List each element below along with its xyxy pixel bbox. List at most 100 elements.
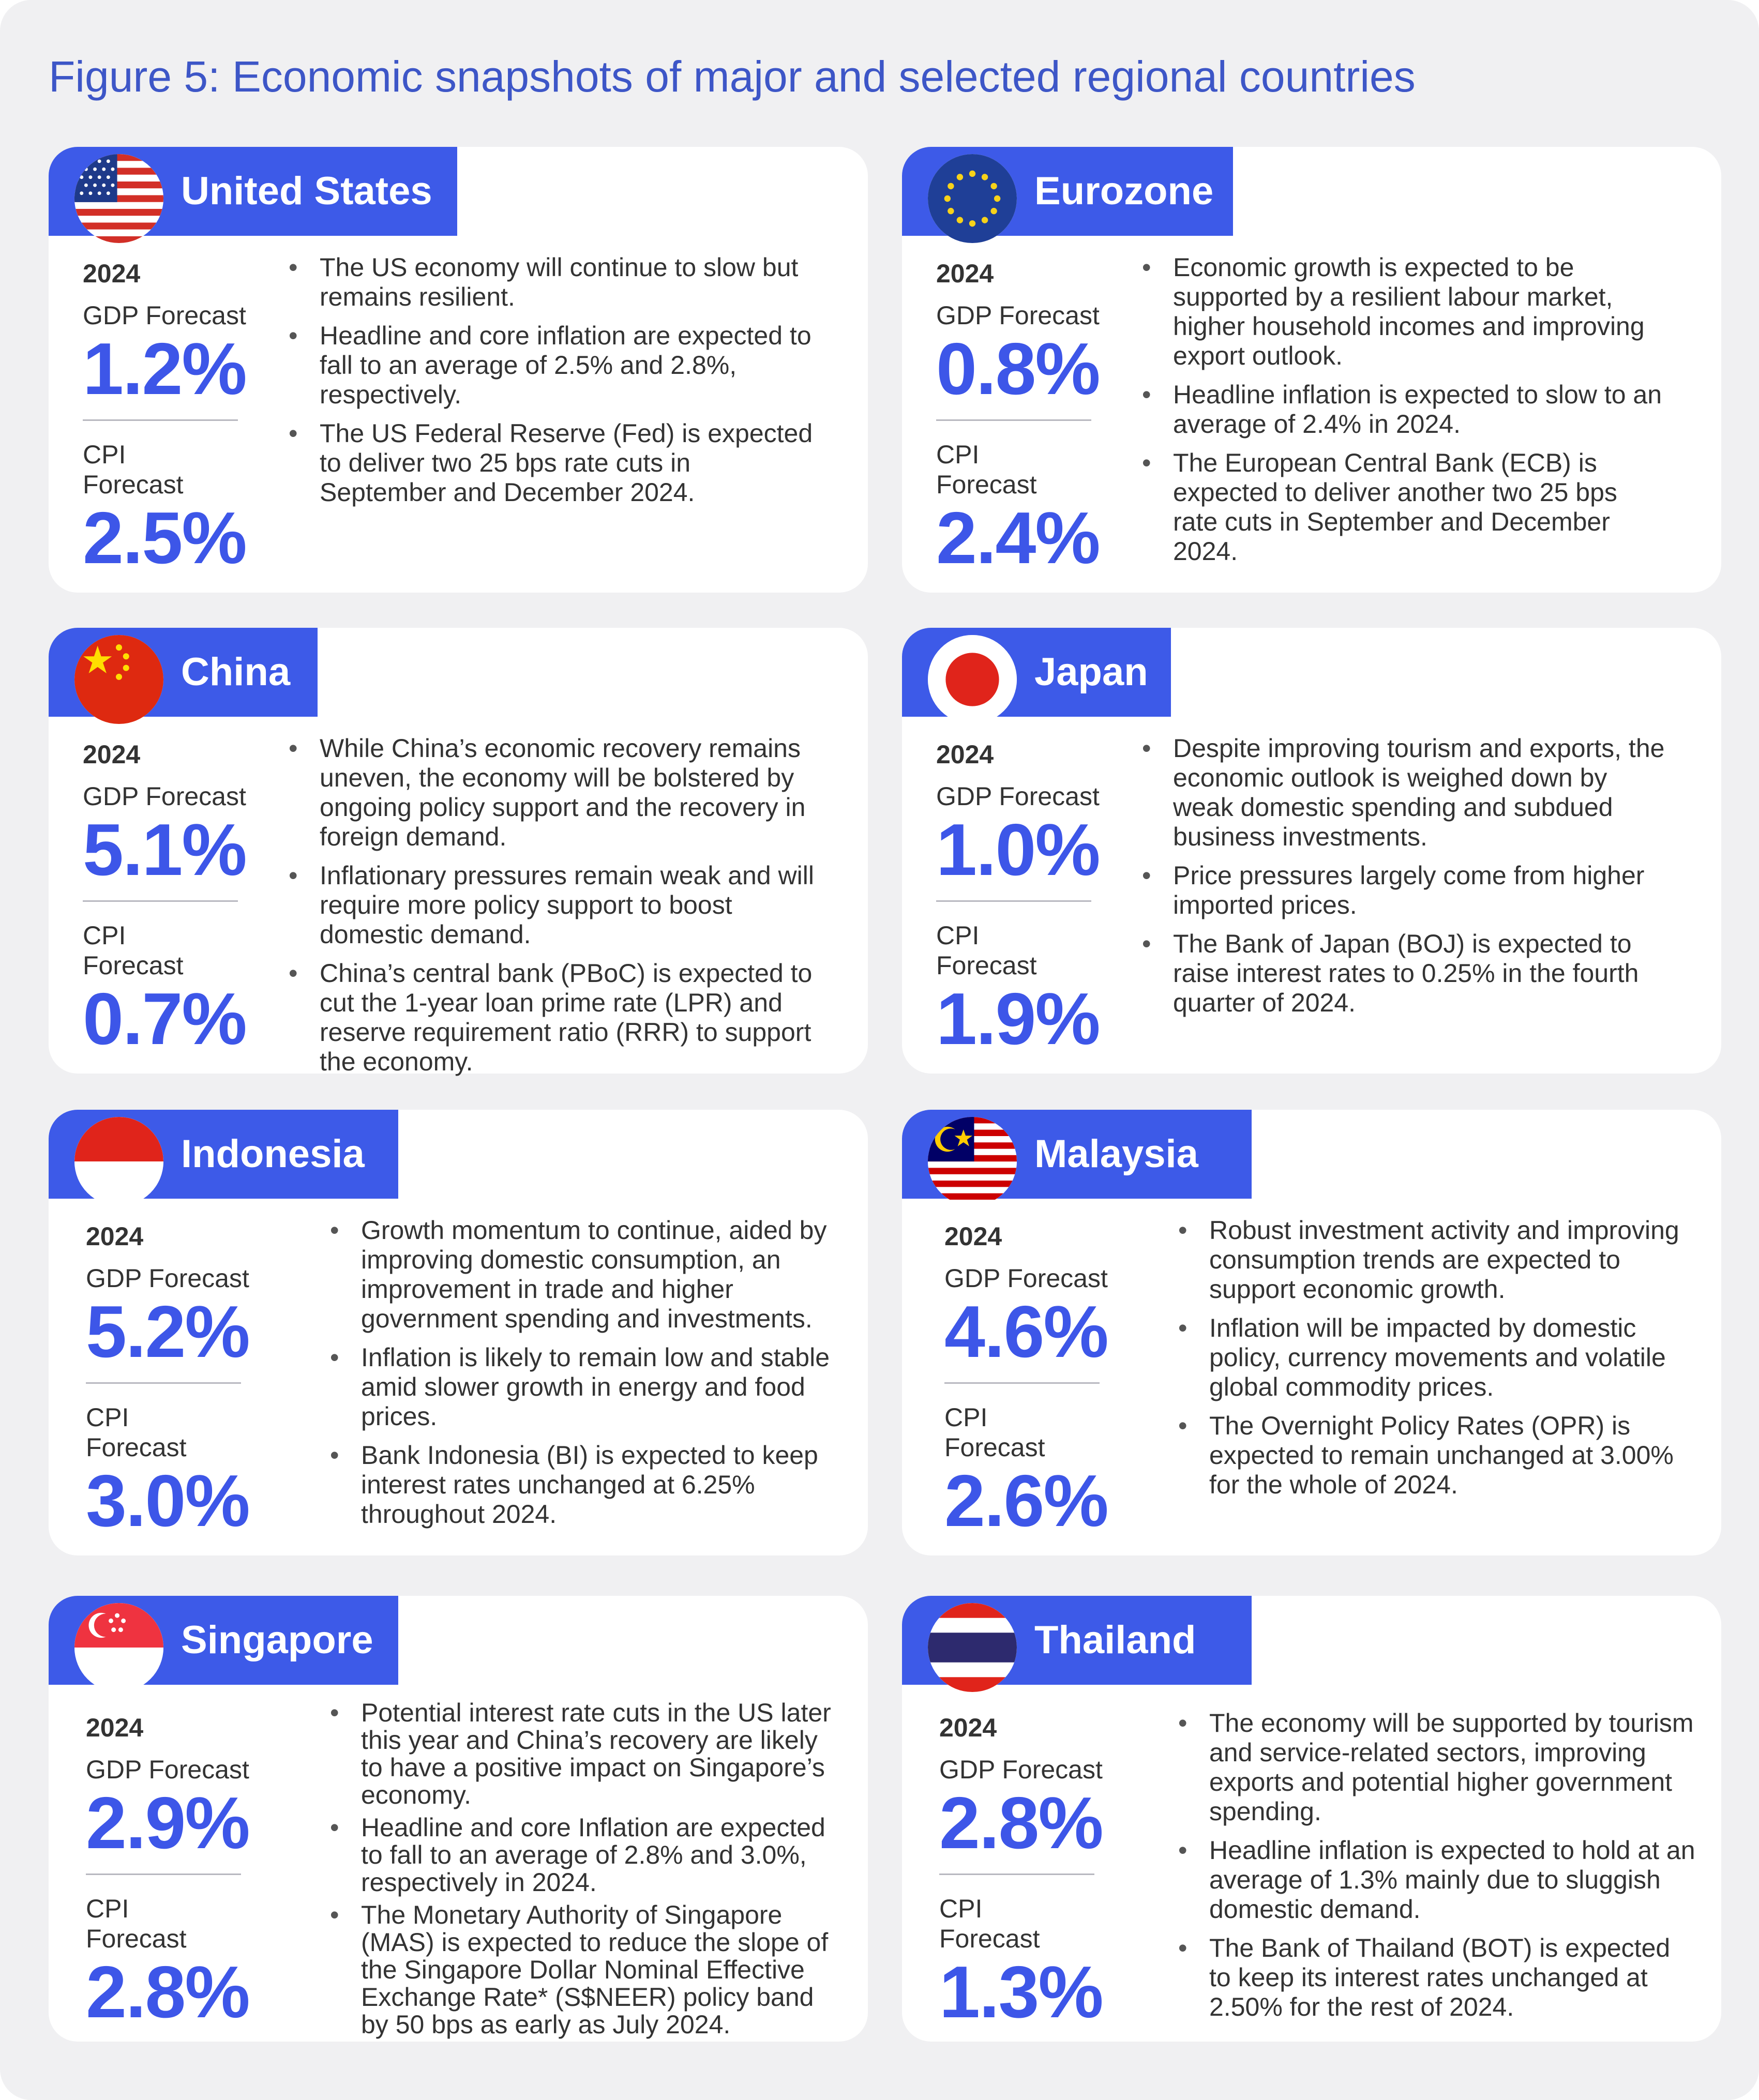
bullet-item: The Bank of Japan (BOJ) is expected to r… [1140,929,1667,1018]
singapore-flag-icon [74,1603,163,1692]
bullet-item: The US Federal Reserve (Fed) is expected… [287,419,814,507]
cpi-label-line2: Forecast [83,951,184,980]
gdp-value: 1.2% [83,328,247,410]
gdp-label: GDP Forecast [83,782,246,811]
forecast-stats: 2024 GDP Forecast 4.6% CPI Forecast 2.6% [944,1221,1141,1540]
japan-flag-icon [928,635,1017,724]
cpi-label-line1: CPI [83,921,126,950]
gdp-label: GDP Forecast [86,1264,249,1293]
country-name: China [181,650,291,694]
cpi-label-line1: CPI [936,921,980,950]
gdp-value: 5.1% [83,809,247,891]
gdp-label: GDP Forecast [939,1755,1103,1784]
forecast-stats: 2024 GDP Forecast 1.0% CPI Forecast 1.9% [936,739,1133,1058]
cpi-label-line1: CPI [939,1894,983,1923]
country-card-china: China 2024 GDP Forecast 5.1% CPI Forecas… [49,628,868,1076]
gdp-label: GDP Forecast [83,301,246,330]
forecast-stats: 2024 GDP Forecast 1.2% CPI Forecast 2.5% [83,258,279,577]
gdp-label: GDP Forecast [936,782,1100,811]
cpi-label-line2: Forecast [86,1924,187,1953]
country-card-singapore: Singapore 2024 GDP Forecast 2.9% CPI For… [49,1596,868,2042]
bullet-item: Headline and core Inflation are expected… [328,1814,845,1896]
cpi-label-line1: CPI [936,440,980,469]
bullet-item: Inflation is likely to remain low and st… [328,1343,845,1431]
bullet-item: The Monetary Authority of Singapore (MAS… [328,1901,845,2038]
forecast-stats: 2024 GDP Forecast 2.8% CPI Forecast 1.3% [939,1712,1136,2031]
cpi-label-line2: Forecast [86,1433,187,1462]
divider [83,900,238,902]
gdp-value: 2.9% [86,1782,250,1864]
year-label: 2024 [83,740,141,769]
forecast-stats: 2024 GDP Forecast 2.9% CPI Forecast 2.8% [86,1712,282,2031]
year-label: 2024 [936,259,994,288]
country-name: United States [181,169,432,213]
thailand-flag-icon [928,1603,1017,1692]
cpi-label-line2: Forecast [944,1433,1045,1462]
bullet-item: Despite improving tourism and exports, t… [1140,734,1667,852]
cpi-label-line2: Forecast [936,470,1037,499]
gdp-value: 1.0% [936,809,1101,891]
bullet-item: While China’s economic recovery remains … [287,734,814,852]
bullet-item: Headline inflation is expected to slow t… [1140,380,1667,439]
eu-flag-icon [928,154,1017,243]
cpi-value: 0.7% [83,978,247,1060]
forecast-stats: 2024 GDP Forecast 5.2% CPI Forecast 3.0% [86,1221,282,1540]
cpi-value: 1.9% [936,978,1101,1060]
bullet-item: Price pressures largely come from higher… [1140,861,1667,920]
bullet-item: Bank Indonesia (BI) is expected to keep … [328,1441,845,1529]
bullet-item: Growth momentum to continue, aided by im… [328,1216,845,1334]
year-label: 2024 [86,1713,144,1742]
outlook-bullets: Robust investment activity and improving… [1176,1216,1698,1509]
country-card-united-states: United States [49,147,868,593]
forecast-stats: 2024 GDP Forecast 0.8% CPI Forecast 2.4% [936,258,1133,577]
cpi-value: 2.5% [83,497,247,579]
cpi-label-line1: CPI [83,440,126,469]
year-label: 2024 [939,1713,997,1742]
gdp-value: 2.8% [939,1782,1104,1864]
gdp-value: 0.8% [936,328,1101,410]
country-card-malaysia: Malaysia 2024 GDP Forecast 4.6% [902,1110,1721,1555]
country-card-thailand: Thailand 2024 GDP Forecast 2.8% CPI Fore… [902,1596,1721,2042]
country-card-japan: Japan 2024 GDP Forecast 1.0% CPI Forecas… [902,628,1721,1074]
bullet-item: China’s central bank (PBoC) is expected … [287,959,814,1077]
country-card-eurozone: Eurozone 2024 GDP Forecast 0.8% CPI Fore… [902,147,1721,593]
outlook-bullets: Despite improving tourism and exports, t… [1140,734,1667,1027]
bullet-item: Headline inflation is expected to hold a… [1176,1836,1698,1924]
gdp-label: GDP Forecast [936,301,1100,330]
year-label: 2024 [944,1222,1002,1251]
bullet-item: The economy will be supported by tourism… [1176,1709,1698,1826]
malaysia-flag-icon [928,1117,1017,1206]
divider [936,419,1091,421]
divider [936,900,1091,902]
gdp-value: 5.2% [86,1291,250,1373]
outlook-bullets: While China’s economic recovery remains … [287,734,814,1086]
outlook-bullets: The economy will be supported by tourism… [1176,1709,1698,2031]
cpi-value: 2.4% [936,497,1101,579]
outlook-bullets: Economic growth is expected to be suppor… [1140,253,1667,576]
divider [939,1874,1094,1875]
gdp-label: GDP Forecast [86,1755,249,1784]
cpi-label-line1: CPI [86,1894,129,1923]
forecast-stats: 2024 GDP Forecast 5.1% CPI Forecast 0.7% [83,739,279,1058]
cpi-value: 2.6% [944,1460,1109,1542]
us-flag-icon [74,154,163,243]
country-card-indonesia: Indonesia 2024 GDP Forecast 5.2% CPI For… [49,1110,868,1555]
cpi-value: 3.0% [86,1460,250,1542]
bullet-item: The Overnight Policy Rates (OPR) is expe… [1176,1411,1698,1500]
divider [944,1382,1100,1384]
year-label: 2024 [86,1222,144,1251]
country-name: Japan [1034,650,1148,694]
divider [86,1382,241,1384]
cpi-label-line2: Forecast [83,470,184,499]
cpi-label-line1: CPI [86,1403,129,1432]
bullet-item: Headline and core inflation are expected… [287,321,814,410]
bullet-item: Potential interest rate cuts in the US l… [328,1699,845,1809]
divider [83,419,238,421]
country-name: Indonesia [181,1132,365,1176]
country-name: Eurozone [1034,169,1214,213]
cpi-label-line2: Forecast [939,1924,1040,1953]
bullet-item: Inflation will be impacted by domestic p… [1176,1313,1698,1402]
gdp-label: GDP Forecast [944,1264,1108,1293]
outlook-bullets: Potential interest rate cuts in the US l… [328,1699,845,2044]
